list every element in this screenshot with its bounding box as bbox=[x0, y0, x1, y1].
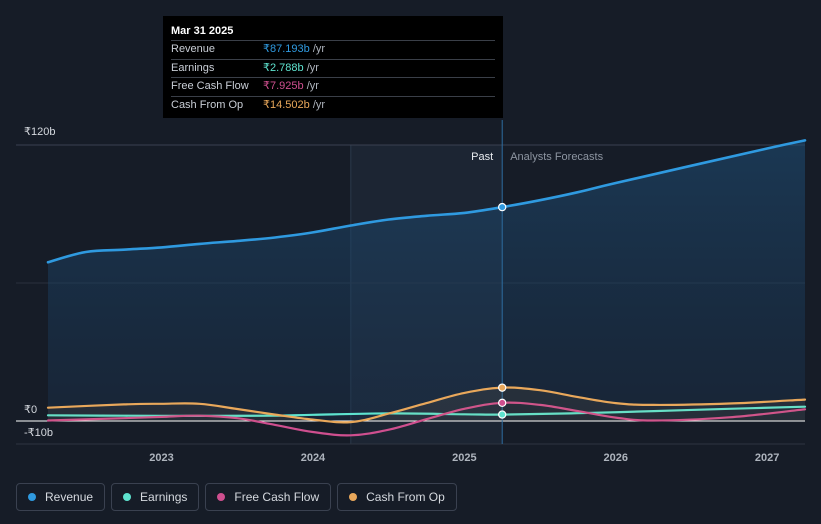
x-tick-label: 2025 bbox=[452, 452, 476, 464]
tooltip-row-revenue: Revenue ₹87.193b /yr bbox=[171, 40, 495, 59]
revenue-line bbox=[46, 139, 807, 264]
legend-item-cash-from-op[interactable]: Cash From Op bbox=[337, 483, 457, 511]
legend-item-revenue[interactable]: Revenue bbox=[16, 483, 106, 511]
tooltip-value: ₹14.502b bbox=[263, 98, 310, 111]
tooltip-row-earnings: Earnings ₹2.788b /yr bbox=[171, 58, 495, 78]
legend-dot-icon bbox=[349, 493, 358, 501]
tooltip-value: ₹2.788b bbox=[263, 61, 304, 74]
revenue-marker bbox=[498, 202, 507, 212]
tooltip-row-free-cash-flow: Free Cash Flow ₹7.925b /yr bbox=[171, 77, 495, 96]
legend-label: Earnings bbox=[140, 490, 188, 504]
tooltip-label: Cash From Op bbox=[171, 98, 244, 111]
tooltip-unit: /yr bbox=[309, 43, 326, 55]
forecast-label: Analysts Forecasts bbox=[510, 151, 603, 163]
past-label: Past bbox=[471, 151, 493, 163]
cash-from-op-line bbox=[46, 386, 807, 424]
tooltip-unit: /yr bbox=[303, 61, 319, 74]
tooltip-row-cash-from-op: Cash From Op ₹14.502b /yr bbox=[171, 95, 495, 115]
legend: Revenue Earnings Free Cash Flow Cash Fro… bbox=[16, 483, 457, 511]
legend-dot-icon bbox=[217, 493, 226, 501]
cash-from-op-area bbox=[48, 387, 805, 423]
x-tick-label: 2027 bbox=[755, 452, 779, 464]
free-cash-flow-line bbox=[46, 401, 807, 437]
tooltip-value: ₹87.193b bbox=[263, 43, 310, 55]
tooltip-value: ₹7.925b bbox=[263, 80, 304, 92]
legend-dot-icon bbox=[28, 493, 36, 501]
legend-dot-icon bbox=[123, 493, 132, 501]
legend-item-free-cash-flow[interactable]: Free Cash Flow bbox=[205, 483, 332, 511]
legend-label: Free Cash Flow bbox=[234, 490, 320, 504]
tooltip-label: Earnings bbox=[171, 61, 215, 74]
free-cash-flow-marker bbox=[498, 398, 507, 408]
x-tick-label: 2024 bbox=[301, 452, 326, 464]
tooltip-unit: /yr bbox=[309, 98, 326, 111]
legend-label: Cash From Op bbox=[366, 490, 445, 504]
y-tick-label: ₹120b bbox=[24, 126, 55, 138]
cash-from-op-marker bbox=[498, 383, 507, 392]
tooltip-date: Mar 31 2025 bbox=[171, 25, 234, 37]
earnings-marker bbox=[498, 410, 507, 419]
tooltip: Mar 31 2025 Revenue ₹87.193b /yr Earning… bbox=[163, 16, 503, 118]
x-tick-label: 2023 bbox=[149, 452, 173, 464]
legend-label: Revenue bbox=[45, 490, 94, 504]
y-tick-label: -₹10b bbox=[24, 427, 53, 439]
tooltip-label: Free Cash Flow bbox=[171, 80, 249, 92]
y-tick-label: ₹0 bbox=[24, 404, 37, 416]
tooltip-unit: /yr bbox=[303, 80, 319, 92]
tooltip-label: Revenue bbox=[171, 43, 216, 55]
revenue-area bbox=[48, 140, 805, 421]
legend-item-earnings[interactable]: Earnings bbox=[111, 483, 200, 511]
x-tick-label: 2026 bbox=[604, 452, 628, 464]
